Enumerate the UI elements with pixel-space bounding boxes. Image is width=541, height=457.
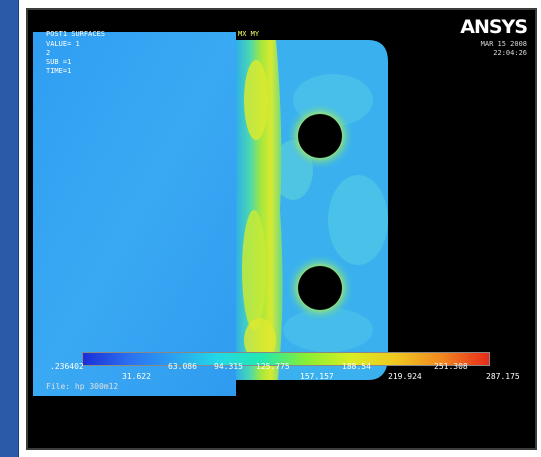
timestamp-block: MAR 15 2008 22:04:26	[481, 40, 527, 58]
legend-label: 287.175	[486, 372, 520, 381]
legend-label: 125.775	[256, 362, 290, 371]
upper-hole	[298, 114, 342, 158]
legend-label: 219.924	[388, 372, 422, 381]
date-text: MAR 15 2008	[480, 40, 527, 48]
lower-hole	[298, 266, 342, 310]
ansys-logo: ANSYS	[460, 16, 528, 38]
graphics-viewport[interactable]: ANSYS MAR 15 2008 22:04:26 POST1 SURFACE…	[26, 8, 537, 450]
stress-contour-plot	[33, 32, 388, 396]
legend-label: 188.54	[342, 362, 371, 371]
left-plate-region	[33, 32, 236, 396]
plot-title: POST1 SURFACES	[46, 30, 106, 38]
file-label: File: hp 300m12	[46, 382, 119, 391]
sub-line: SUB =1	[46, 58, 72, 66]
legend-label: 157.157	[300, 372, 334, 381]
legend-label: .236402	[50, 362, 84, 371]
mx-my-label: MX MY	[238, 30, 260, 38]
time-text: 22:04:26	[493, 49, 527, 57]
legend-label: 251.308	[434, 362, 468, 371]
left-sidebar-bar	[0, 0, 19, 457]
legend-label: 94.315	[214, 362, 243, 371]
plot-info-block: VALUE= 1 2 SUB =1 TIME=1	[46, 40, 80, 76]
legend-label: 63.086	[168, 362, 197, 371]
time-line: TIME=1	[46, 67, 72, 75]
value-line: VALUE= 1	[46, 40, 80, 48]
line-2: 2	[46, 49, 51, 57]
legend-label: 31.622	[122, 372, 151, 381]
legend-colorbar	[82, 352, 490, 366]
